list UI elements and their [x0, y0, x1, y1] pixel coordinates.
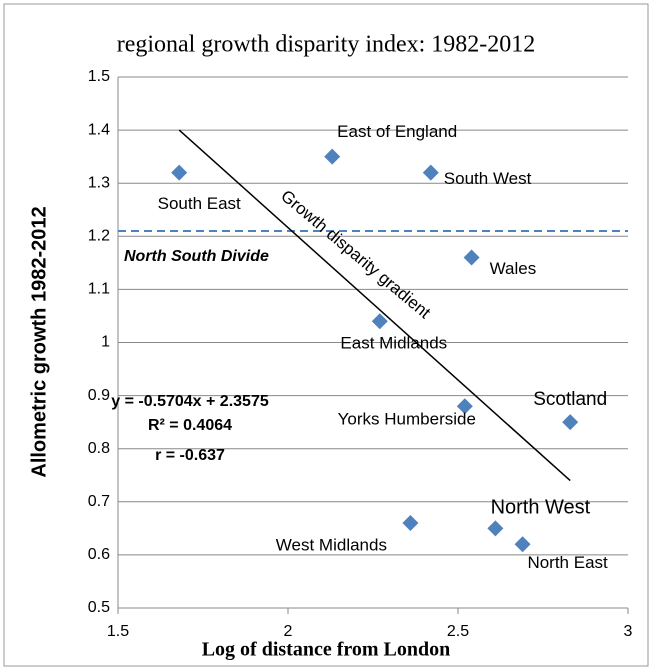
data-point: [487, 520, 504, 537]
y-tick-label: 1.2: [88, 228, 110, 245]
equation-text: y = -0.5704x + 2.3575: [111, 393, 269, 410]
point-label: West Midlands: [276, 536, 387, 555]
y-tick-label: 1.4: [88, 121, 110, 138]
point-label: Scotland: [533, 389, 607, 410]
point-label: Wales: [490, 259, 537, 278]
equation-text: R² = 0.4064: [148, 417, 232, 434]
data-point: [562, 414, 579, 431]
x-tick-label: 1.5: [107, 623, 129, 640]
point-label: East Midlands: [340, 334, 447, 353]
data-point: [422, 164, 439, 181]
y-tick-label: 0.5: [88, 599, 110, 616]
chart-title: regional growth disparity index: 1982-20…: [117, 32, 536, 58]
y-tick-label: 0.8: [88, 440, 110, 457]
data-point: [402, 515, 419, 532]
point-label: Yorks Humberside: [338, 410, 476, 429]
data-point: [514, 536, 531, 553]
point-label: South West: [444, 169, 532, 188]
data-point: [463, 249, 480, 266]
equation-text: r = -0.637: [155, 447, 225, 464]
y-tick-label: 1.1: [88, 281, 110, 298]
x-axis-title: Log of distance from London: [202, 639, 451, 661]
point-label: East of England: [337, 122, 457, 141]
data-point: [324, 148, 341, 165]
chart-border: [3, 3, 649, 667]
y-tick-label: 1: [101, 334, 110, 351]
x-tick-label: 3: [624, 623, 633, 640]
y-tick-label: 1.5: [88, 68, 110, 85]
y-tick-label: 0.7: [88, 493, 110, 510]
point-label: North East: [527, 553, 608, 572]
data-point: [171, 164, 188, 181]
y-tick-label: 0.6: [88, 546, 110, 563]
data-point: [371, 313, 388, 330]
y-tick-label: 1.3: [88, 174, 110, 191]
x-tick-label: 2: [284, 623, 293, 640]
data-point: [456, 398, 473, 415]
y-axis-title: Allometric growth 1982-2012: [28, 206, 50, 477]
point-label: South East: [158, 194, 241, 213]
y-tick-label: 0.9: [88, 387, 110, 404]
x-tick-label: 2.5: [447, 623, 469, 640]
trendline: [178, 129, 571, 482]
reference-label: North South Divide: [124, 248, 269, 265]
point-label: North West: [491, 497, 591, 519]
